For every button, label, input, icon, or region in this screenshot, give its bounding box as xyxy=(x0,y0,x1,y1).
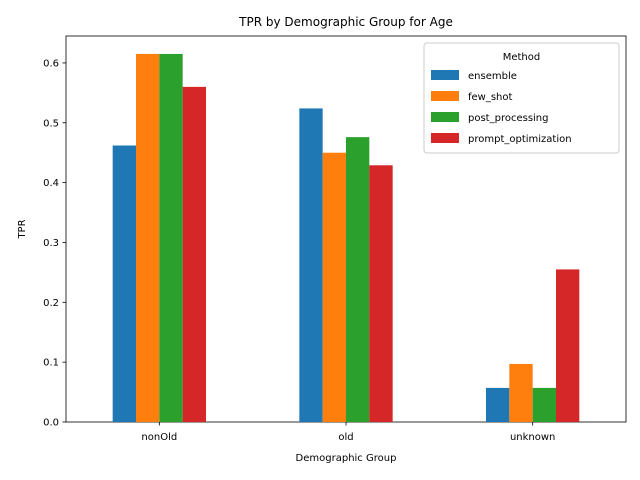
y-tick-label: 0.0 xyxy=(43,418,59,429)
legend-label-prompt_optimization: prompt_optimization xyxy=(468,134,572,145)
bar-post_processing-old xyxy=(346,137,370,422)
y-tick-label: 0.5 xyxy=(43,118,59,129)
legend-label-few_shot: few_shot xyxy=(468,92,513,103)
legend-label-post_processing: post_processing xyxy=(468,113,549,124)
bar-ensemble-nonOld xyxy=(112,145,136,422)
bar-ensemble-unknown xyxy=(486,387,510,422)
bar-prompt_optimization-old xyxy=(369,165,393,422)
legend: Method ensemble few_shot post_processingpro… xyxy=(423,42,620,154)
y-axis-title: TPR xyxy=(17,219,28,239)
y-axis: 0.0 0.1 0.2 0.3 0.4 0.5 0.6 xyxy=(43,58,66,429)
legend-box xyxy=(423,42,620,154)
y-tick-label: 0.2 xyxy=(43,298,59,309)
x-axis: nonOld old unknown xyxy=(141,422,555,443)
legend-swatch-prompt_optimization xyxy=(431,133,459,143)
bars-group xyxy=(112,53,580,423)
legend-swatch-post_processing xyxy=(431,112,459,122)
bar-prompt_optimization-unknown xyxy=(556,269,580,422)
y-tick-label: 0.3 xyxy=(43,238,59,249)
y-tick-label: 0.6 xyxy=(43,58,59,69)
x-tick-label: old xyxy=(338,432,353,443)
legend-swatch-few_shot xyxy=(431,91,459,101)
bar-post_processing-unknown xyxy=(532,387,556,422)
x-axis-title: Demographic Group xyxy=(296,453,397,464)
bar-few_shot-old xyxy=(322,152,346,422)
y-tick-label: 0.1 xyxy=(43,358,59,369)
bar-prompt_optimization-nonOld xyxy=(182,86,206,423)
bar-ensemble-old xyxy=(299,108,323,422)
legend-label-ensemble: ensemble xyxy=(468,71,517,82)
x-tick-label: nonOld xyxy=(141,432,177,443)
bar-few_shot-unknown xyxy=(509,363,533,422)
x-tick-label: unknown xyxy=(510,432,555,443)
y-tick-label: 0.4 xyxy=(43,178,59,189)
legend-swatch-ensemble xyxy=(431,70,459,80)
bar-post_processing-nonOld xyxy=(159,53,183,422)
bar-few_shot-nonOld xyxy=(136,53,160,422)
chart-title: TPR by Demographic Group for Age xyxy=(238,15,453,29)
legend-title: Method xyxy=(503,52,541,63)
